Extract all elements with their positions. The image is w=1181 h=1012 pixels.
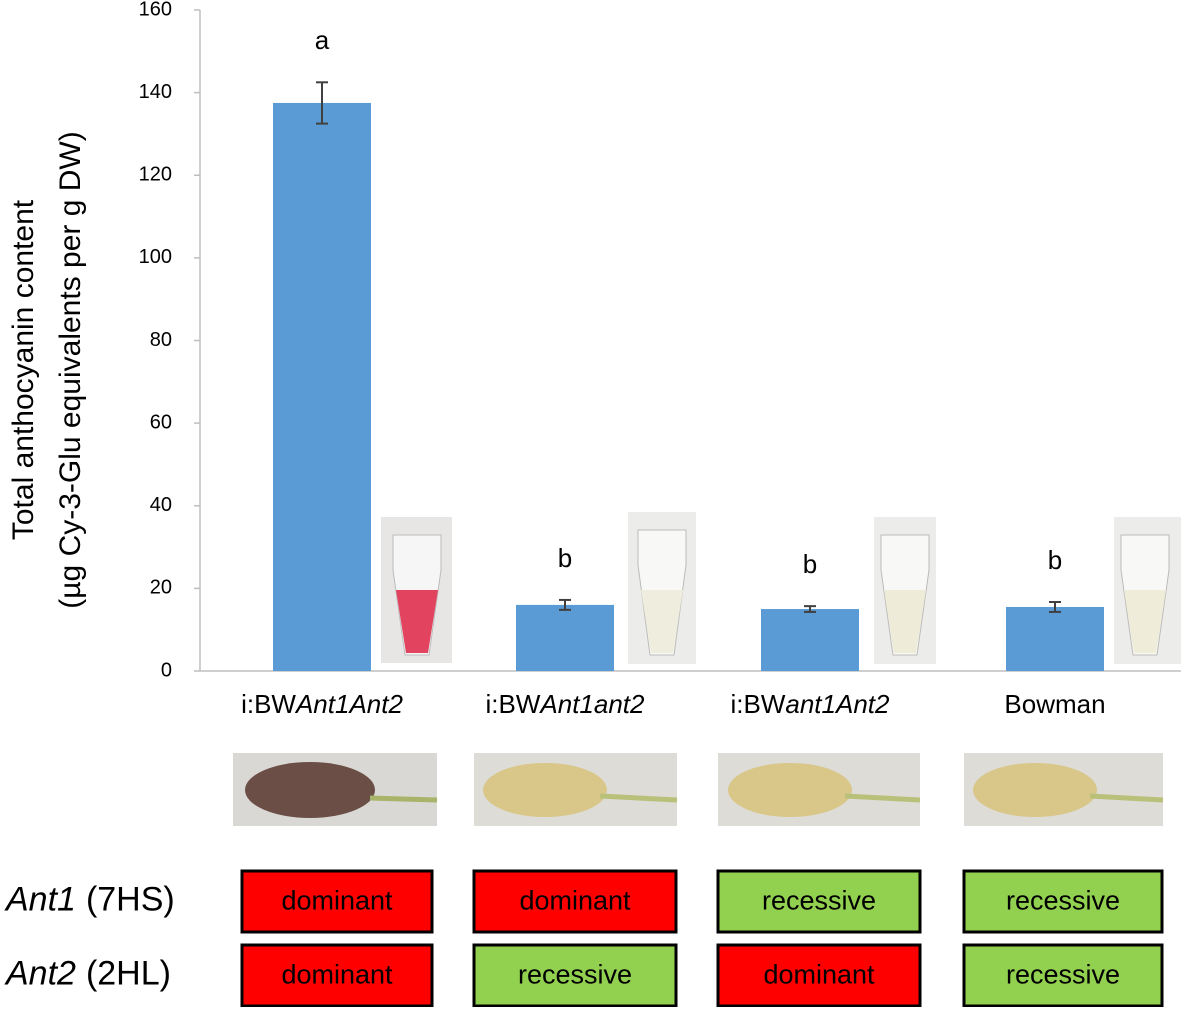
x-tick-label-part: Ant1Ant2: [294, 689, 404, 719]
genotype-text: dominant: [281, 886, 393, 916]
spike-photo: [233, 753, 438, 826]
y-tick-label: 100: [139, 246, 172, 268]
spike-photos: [233, 753, 1164, 826]
genotype-text: recessive: [1006, 960, 1120, 990]
error-bar: [316, 81, 328, 125]
genotype-cell: [962, 869, 1164, 934]
genotype-cell: [962, 943, 1164, 1008]
tube-photo: [628, 512, 696, 664]
genotype-cell: [240, 869, 434, 934]
locus: (2HL): [86, 954, 171, 992]
significance-letter: b: [1048, 545, 1062, 575]
significance-letter: b: [803, 549, 817, 579]
y-tick-label: 0: [161, 659, 172, 681]
x-tick-label-part: i:BW: [241, 689, 296, 719]
error-bar: [804, 605, 816, 613]
x-tick-label: i:BWant1Ant2: [731, 689, 891, 719]
x-tick-label-part: i:BW: [731, 689, 786, 719]
row-label: Ant1 (7HS): [4, 880, 175, 918]
x-tick-label: i:BWAnt1ant2: [486, 689, 646, 719]
genotype-text: dominant: [763, 960, 875, 990]
y-axis-label: (µg Cy-3-Glu equivalents per g DW): [54, 131, 87, 608]
tube-photo: [1114, 517, 1181, 664]
x-tick-label: i:BWAnt1Ant2: [241, 689, 403, 719]
spike-photo: [964, 753, 1164, 826]
genotype-cell: [472, 869, 678, 934]
genotype-cell: [240, 943, 434, 1008]
genotype-text: recessive: [1006, 886, 1120, 916]
genotype-text: recessive: [762, 886, 876, 916]
genotype-cell: [472, 943, 678, 1008]
x-tick-label-part: i:BW: [486, 689, 541, 719]
x-tick-label-part: ant1Ant2: [785, 689, 890, 719]
bar: [516, 604, 614, 671]
y-tick-label: 20: [150, 577, 172, 599]
bar: [1006, 606, 1104, 671]
significance-letter: b: [558, 543, 572, 573]
genotype-text: dominant: [519, 886, 631, 916]
tube-photo: [874, 517, 936, 664]
y-tick-label: 140: [139, 81, 172, 103]
x-tick-label-part: Bowman: [1004, 689, 1105, 719]
y-tick-label: 40: [150, 494, 172, 516]
spike-photo: [474, 753, 678, 826]
y-tick-label: 80: [150, 329, 172, 351]
tube-photo: [381, 517, 452, 663]
bar: [761, 609, 859, 671]
genotype-text: dominant: [281, 960, 393, 990]
y-tick-label: 60: [150, 411, 172, 433]
tube-photos: [381, 512, 1181, 664]
bar: [273, 102, 371, 671]
y-tick-label: 160: [139, 0, 172, 20]
error-bar: [559, 598, 571, 611]
x-tick-label: Bowman: [1004, 689, 1105, 719]
y-axis-label: Total anthocyanin content: [7, 199, 40, 540]
genotype-cell: [716, 943, 922, 1008]
gene-name: Ant1: [4, 880, 76, 918]
significance-letter: a: [315, 25, 330, 55]
gene-name: Ant2: [4, 954, 76, 992]
y-tick-label: 120: [139, 164, 172, 186]
x-tick-label-part: Ant1ant2: [538, 689, 645, 719]
genotype-cell: [716, 869, 922, 934]
row-label: Ant2 (2HL): [4, 954, 171, 992]
error-bar: [1049, 601, 1061, 613]
locus: (7HS): [86, 880, 175, 918]
genotype-text: recessive: [518, 960, 632, 990]
spike-photo: [718, 753, 921, 826]
